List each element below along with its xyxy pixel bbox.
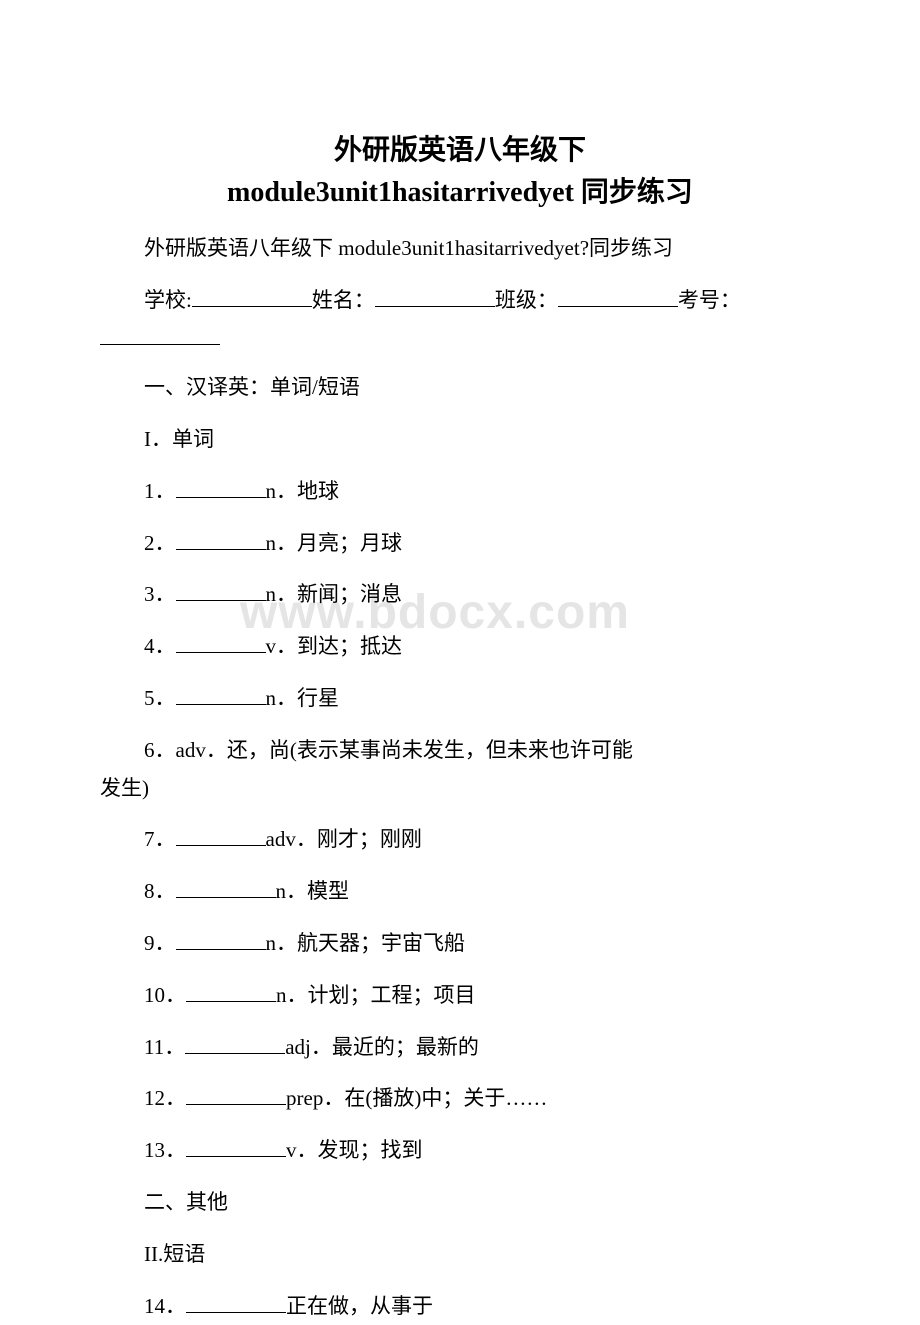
item-num: 11． xyxy=(144,1035,185,1059)
form-line: 学校: 姓名： 班级： 考号： xyxy=(144,284,820,318)
title-main: 外研版英语八年级下 xyxy=(100,130,820,172)
item-pos: n． xyxy=(266,931,298,955)
vocab-item: 13． v．发现；找到 xyxy=(144,1132,820,1170)
item-meaning: 行星 xyxy=(297,686,339,710)
vocab-item: 11． adj．最近的；最新的 xyxy=(144,1029,820,1067)
school-blank[interactable] xyxy=(192,285,312,307)
vocab-item: 5． n．行星 xyxy=(144,680,820,718)
vocab-item: 2． n．月亮；月球 xyxy=(144,525,820,563)
item-pos: n． xyxy=(266,686,298,710)
answer-blank[interactable] xyxy=(185,1032,285,1054)
examno-label: 考号： xyxy=(678,288,741,312)
section1-header: 一、汉译英：单词/短语 xyxy=(144,369,820,407)
item-num: 1． xyxy=(144,479,176,503)
section2-header: 二、其他 xyxy=(144,1184,820,1222)
examno-blank[interactable] xyxy=(100,323,220,345)
item-pos: n． xyxy=(266,582,298,606)
answer-blank[interactable] xyxy=(176,683,266,705)
item-meaning: 到达；抵达 xyxy=(297,634,402,658)
item-num: 14． xyxy=(144,1294,186,1318)
vocab-item: 10． n．计划；工程；项目 xyxy=(144,977,820,1015)
item-pos: prep． xyxy=(286,1086,344,1110)
item-num: 6． xyxy=(144,738,176,762)
answer-blank[interactable] xyxy=(186,1135,286,1157)
item-num: 10． xyxy=(144,983,186,1007)
item-meaning: 发现；找到 xyxy=(318,1138,423,1162)
item-meaning: 航天器；宇宙飞船 xyxy=(297,931,465,955)
item-num: 7． xyxy=(144,827,176,851)
answer-blank[interactable] xyxy=(186,980,276,1002)
item-pos: n． xyxy=(266,531,298,555)
answer-blank[interactable] xyxy=(176,579,266,601)
vocab-item: 7． adv．刚才；刚刚 xyxy=(144,821,820,859)
class-blank[interactable] xyxy=(558,285,678,307)
item-pos: adv． xyxy=(266,827,317,851)
item-meaning: 模型 xyxy=(307,879,349,903)
answer-blank[interactable] xyxy=(176,824,266,846)
item-pos: adj． xyxy=(285,1035,332,1059)
vocab-item: 4． v．到达；抵达 xyxy=(144,628,820,666)
item-num: 4． xyxy=(144,634,176,658)
vocab-item: 1． n．地球 xyxy=(144,473,820,511)
item-pos: n． xyxy=(276,983,308,1007)
answer-blank[interactable] xyxy=(176,876,276,898)
class-label: 班级： xyxy=(495,288,558,312)
item-num: 8． xyxy=(144,879,176,903)
vocab-item: 8． n．模型 xyxy=(144,873,820,911)
vocab-item: 9． n．航天器；宇宙飞船 xyxy=(144,925,820,963)
title-sub: module3unit1hasitarrivedyet 同步练习 xyxy=(100,172,820,214)
item-meaning: 在(播放)中；关于…… xyxy=(344,1086,547,1110)
item-pos: v． xyxy=(266,634,298,658)
section1-sub: I．单词 xyxy=(144,421,820,459)
name-label: 姓名： xyxy=(312,288,375,312)
answer-blank[interactable] xyxy=(176,928,266,950)
item-num: 12． xyxy=(144,1086,186,1110)
item-num: 13． xyxy=(144,1138,186,1162)
item-num: 2． xyxy=(144,531,176,555)
name-blank[interactable] xyxy=(375,285,495,307)
school-label: 学校: xyxy=(144,288,192,312)
subtitle: 外研版英语八年级下 module3unit1hasitarrivedyet?同步… xyxy=(144,232,820,266)
answer-blank[interactable] xyxy=(176,528,266,550)
item-meaning: 新闻；消息 xyxy=(297,582,402,606)
item-num: 5． xyxy=(144,686,176,710)
item-meaning: 刚才；刚刚 xyxy=(317,827,422,851)
item-num: 9． xyxy=(144,931,176,955)
item-pos: v． xyxy=(286,1138,318,1162)
section2-sub: II.短语 xyxy=(144,1236,820,1274)
item-num: 3． xyxy=(144,582,176,606)
vocab-item: 12． prep．在(播放)中；关于…… xyxy=(144,1080,820,1118)
item-pos: n． xyxy=(266,479,298,503)
item-meaning: 计划；工程；项目 xyxy=(308,983,476,1007)
vocab-item-wrap: 6．adv．还，尚(表示某事尚未发生，但未来也许可能 发生) xyxy=(100,732,820,808)
item-meaning: 还，尚(表示某事尚未发生，但未来也许可能 xyxy=(227,738,633,762)
vocab-item: 3． n．新闻；消息 xyxy=(144,576,820,614)
item-pos: n． xyxy=(276,879,308,903)
form-continue xyxy=(100,323,820,351)
item-meaning: 正在做，从事于 xyxy=(286,1294,433,1318)
item-meaning: 月亮；月球 xyxy=(297,531,402,555)
phrase-item: 14． 正在做，从事于 xyxy=(144,1288,820,1325)
answer-blank[interactable] xyxy=(176,476,266,498)
answer-blank[interactable] xyxy=(176,631,266,653)
answer-blank[interactable] xyxy=(186,1083,286,1105)
item6-wrap-line: 发生) xyxy=(100,770,820,808)
item-meaning: 最近的；最新的 xyxy=(332,1035,479,1059)
item-pos: adv． xyxy=(176,738,227,762)
item-meaning: 地球 xyxy=(297,479,339,503)
